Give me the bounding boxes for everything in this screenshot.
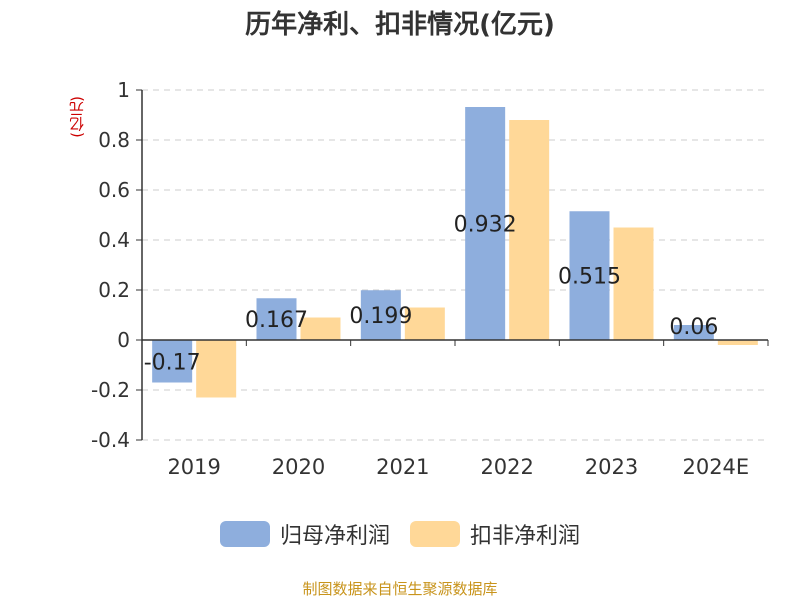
- y-tick-label: -0.2: [91, 378, 130, 402]
- bar-series-1: [256, 298, 297, 340]
- bar-series-2: [300, 317, 341, 340]
- x-category-label: 2023: [585, 455, 638, 479]
- bar-series-2: [613, 227, 654, 340]
- bar-series-1: [360, 290, 401, 340]
- y-tick-label: 0: [117, 328, 130, 352]
- legend-item-series-1[interactable]: 归母净利润: [219, 518, 390, 550]
- data-label: 0.167: [245, 308, 308, 333]
- y-tick-label: 0.6: [98, 178, 130, 202]
- bar-series-2: [509, 120, 550, 340]
- y-tick-label: 0.8: [98, 128, 130, 152]
- data-label: -0.17: [144, 350, 201, 375]
- y-tick-label: 0.2: [98, 278, 130, 302]
- bar-series-1: [569, 211, 610, 340]
- legend-swatch-series-2: [410, 521, 460, 547]
- bars: [152, 107, 758, 398]
- x-category-label: 2021: [376, 455, 429, 479]
- legend-label-series-2: 扣非净利润: [470, 524, 581, 549]
- bar-series-1: [673, 325, 714, 340]
- legend-item-series-2[interactable]: 扣非净利润: [410, 518, 580, 550]
- chart-title: 历年净利、扣非情况(亿元): [245, 10, 555, 40]
- data-label: 0.199: [349, 304, 412, 329]
- y-tick-label: 0.4: [98, 228, 130, 252]
- legend-label-series-1: 归母净利润: [279, 524, 390, 549]
- data-label: 0.932: [454, 213, 517, 238]
- bar-series-2: [404, 307, 445, 340]
- x-category-label: 2019: [167, 455, 220, 479]
- y-tick-label: 1: [117, 78, 130, 102]
- grid-lines: [142, 89, 768, 441]
- bar-series-2: [196, 340, 237, 398]
- x-category-label: 2020: [272, 455, 325, 479]
- legend-swatch-series-1: [219, 521, 270, 547]
- bar-series-1: [465, 107, 506, 340]
- legend: 归母净利润 扣非净利润: [0, 518, 800, 550]
- data-label: 0.515: [558, 265, 621, 290]
- data-labels: -0.17 0.167 0.199 0.932 0.515 0.06: [144, 213, 719, 376]
- x-category-label: 2024E: [682, 455, 749, 479]
- bar-series-1: [152, 340, 193, 383]
- data-source-note: 制图数据来自恒生聚源数据库: [302, 580, 498, 598]
- data-label: 0.06: [669, 315, 718, 340]
- x-category-label: 2022: [480, 455, 533, 479]
- axes: -0.4 -0.2 0 0.2 0.4 0.6 0.8 1 2019 2020 2021 2022 20…: [91, 78, 769, 479]
- y-tick-label: -0.4: [91, 428, 130, 452]
- bar-series-2: [717, 340, 758, 345]
